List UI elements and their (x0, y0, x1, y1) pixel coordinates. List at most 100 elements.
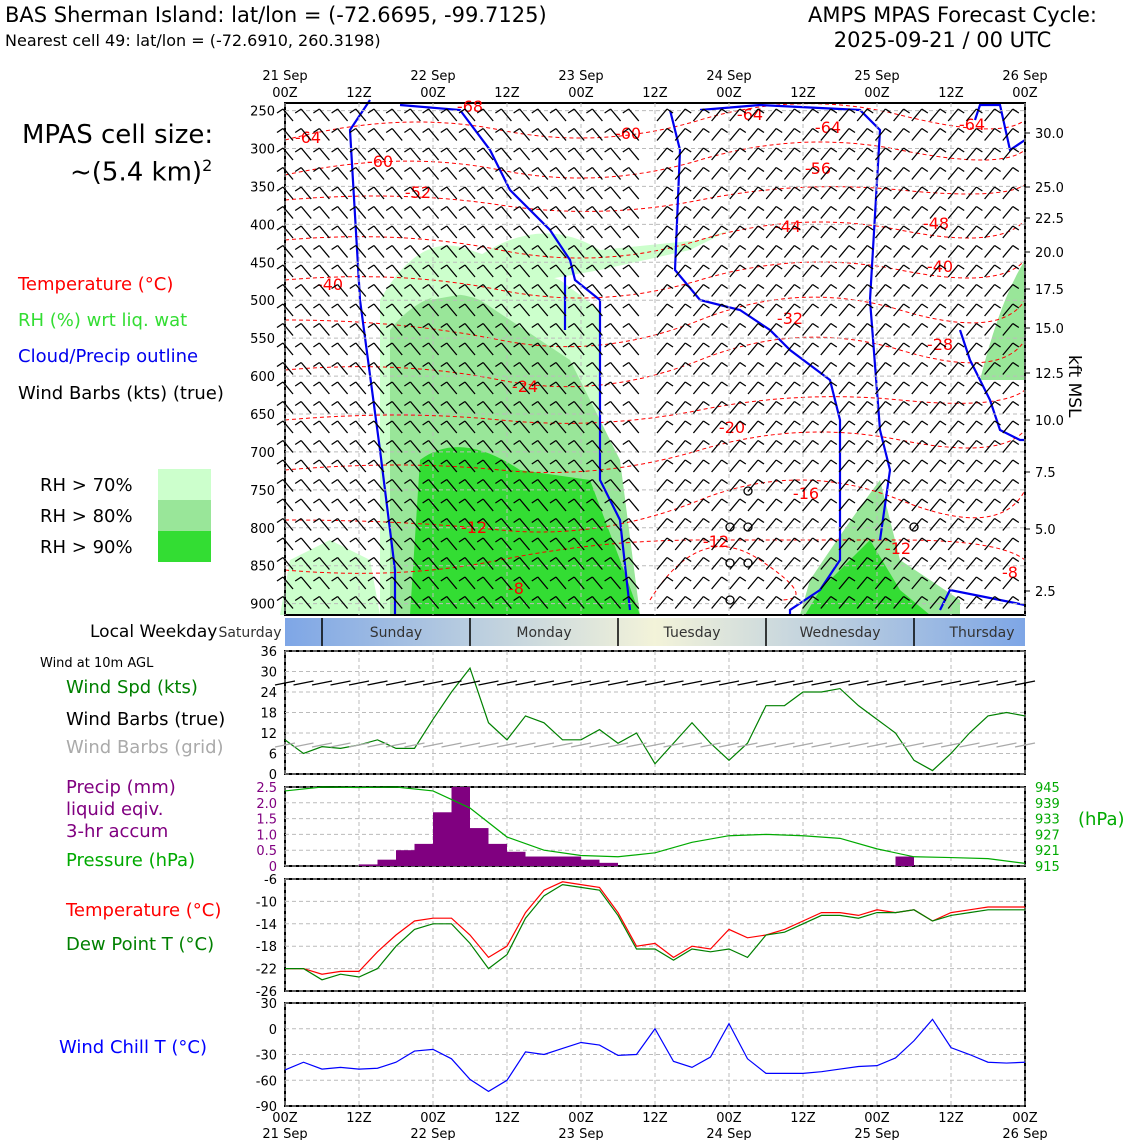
wind-barb (294, 322, 312, 336)
wind-barb-flag (458, 264, 466, 270)
wind-barb-flag (684, 127, 692, 134)
wind-barb-flag (349, 342, 357, 348)
wind-barb-flag (812, 166, 819, 173)
wind-spd-tick: 18 (260, 707, 277, 722)
wind-barb-staff (765, 381, 777, 395)
wind-barb-flag (921, 303, 929, 309)
wind-barb (422, 186, 440, 200)
wind-barb-staff (911, 167, 923, 180)
wind-barb (1002, 478, 1020, 492)
wind-barb-flag (622, 556, 630, 563)
wind-barb (404, 322, 421, 336)
wind-barb-flag (313, 322, 320, 329)
wind-barb (495, 537, 512, 551)
wind-barb (458, 381, 476, 395)
wind-barb-staff (282, 147, 294, 161)
wind-barb-flag (313, 576, 320, 582)
wind-barb (294, 186, 312, 200)
wind-barb-flag (604, 439, 611, 446)
wind-barb-flag (586, 537, 593, 543)
wind-barb (604, 264, 622, 278)
wind-barb-flag (957, 478, 965, 485)
wind-barb (874, 576, 892, 590)
wind-barb-flag (976, 361, 983, 368)
wind-barb-staff (464, 479, 476, 492)
wind-barb-flag (885, 225, 892, 231)
wind-barb-staff (573, 420, 585, 434)
wind-barb-flag (903, 127, 910, 134)
wind-barb-flag (586, 478, 593, 485)
wind-barb-staff (428, 381, 440, 395)
sfc-wind-barb (422, 680, 444, 686)
wind-barb-flag (939, 556, 947, 563)
wind-barb (984, 537, 1001, 551)
wind-barb-flag (313, 303, 320, 309)
wind-barb-staff (500, 264, 512, 278)
wind-barb (911, 576, 929, 590)
wind-barb-flag (939, 478, 947, 485)
wind-barb-staff (464, 420, 476, 434)
wind-barb-flag (848, 186, 856, 192)
wind-barb (313, 205, 330, 219)
wind-barb (349, 166, 367, 180)
wind-barb (404, 225, 421, 239)
wind-barb-staff (692, 186, 704, 200)
wind-barb (820, 108, 838, 122)
wind-barb-staff (820, 362, 832, 375)
wind-barb-staff (1002, 147, 1014, 161)
wind-barb (965, 439, 983, 453)
wind-barb-flag (495, 166, 502, 173)
wind-barb-flag (476, 537, 484, 543)
wind-barb-staff (729, 420, 741, 434)
wind-barb-flag (276, 264, 284, 270)
grid-wind-barb (441, 742, 462, 748)
wind-barb-flag (349, 498, 357, 504)
sfc-wind-barb (903, 680, 925, 686)
grid-wind-barb (681, 742, 703, 748)
wind-barb (893, 166, 910, 180)
wind-barb-flag (721, 205, 728, 212)
wind-barb-flag (703, 283, 710, 290)
wind-barb-staff (373, 440, 385, 453)
wind-barb (692, 439, 710, 453)
wind-barb-staff (318, 459, 330, 473)
wind-barb-staff (729, 323, 741, 336)
wind-barb (476, 186, 494, 200)
wind-barb (476, 556, 494, 570)
wind-barb-staff (519, 303, 531, 317)
calm-circle (725, 522, 735, 532)
wind-barb-flag (721, 127, 728, 134)
wind-barb-flag (495, 361, 502, 368)
wind-barb-flag (866, 166, 874, 173)
wind-barb (331, 283, 349, 297)
wind-barb-flag (294, 556, 302, 563)
wind-barb-flag (331, 381, 338, 387)
wind-barb-staff (409, 537, 421, 551)
wind-barb-staff (482, 596, 494, 609)
wind-barb-staff (711, 108, 723, 122)
wind-barb-flag (495, 127, 502, 134)
wind-barb-staff (464, 459, 476, 473)
wind-barb (604, 108, 622, 122)
wind-barb-flag (939, 127, 947, 134)
wind-barb-flag (294, 147, 302, 153)
wind-barb (276, 439, 294, 453)
wind-barb-staff (628, 245, 640, 258)
wind-barb-flag (794, 186, 801, 192)
wind-barb (367, 576, 385, 590)
wind-barb (549, 439, 567, 453)
wind-barb (765, 595, 783, 609)
pressure-tick: 600 (250, 370, 275, 385)
wind-barb-staff (519, 225, 531, 239)
wind-barb (349, 537, 367, 551)
wind-barb-flag (567, 186, 575, 192)
local-weekday-label: Local Weekday (90, 622, 218, 642)
wind-barb-staff (747, 576, 759, 590)
wind-barb-staff (656, 518, 668, 531)
wind-barb-flag (775, 264, 783, 270)
wind-barb (893, 420, 910, 434)
wind-barb-flag (921, 537, 929, 543)
wind-barb (711, 303, 728, 317)
wind-barb-staff (765, 362, 777, 375)
wind-barb-flag (812, 517, 819, 524)
